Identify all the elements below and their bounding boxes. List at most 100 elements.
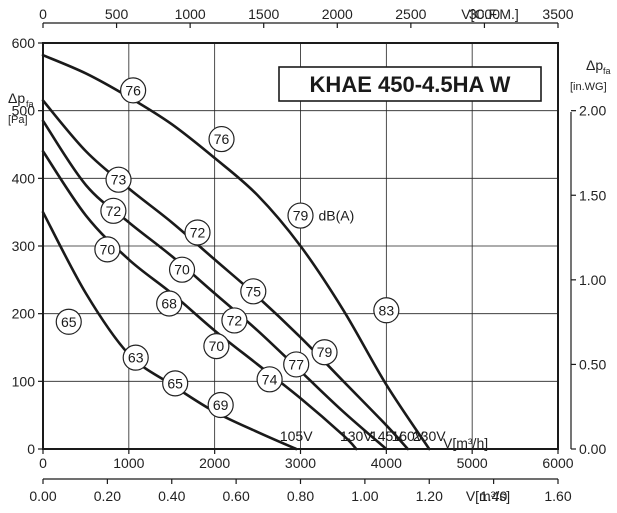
- sound-marker: [162, 370, 189, 397]
- sound-marker: [55, 308, 82, 335]
- y-left-tick-label: 300: [12, 238, 36, 254]
- sound-marker-label: 65: [167, 375, 183, 391]
- x-top-unit-label: V[C.F.M.]: [461, 6, 519, 22]
- series-line-230V: [41, 53, 431, 451]
- y-left-tick-label: 0: [27, 441, 35, 457]
- series-label: 160V: [391, 428, 424, 444]
- model-title-box: [278, 66, 542, 102]
- series-label: 230V: [413, 428, 446, 444]
- y-right-unit: [in.WG]: [570, 81, 607, 93]
- sound-marker: [203, 333, 230, 360]
- x-top-tick-label: 2500: [395, 6, 426, 22]
- y-right-tick-label: 0.00: [579, 441, 606, 457]
- sound-marker-label: 69: [213, 397, 229, 413]
- x-bottom-unit-label: V[m³/h]: [443, 435, 488, 451]
- sound-marker-label: 65: [61, 314, 77, 330]
- y-left-tick-label: 400: [12, 170, 36, 186]
- sound-marker-label: 75: [246, 283, 262, 299]
- sound-marker: [240, 278, 267, 305]
- sound-marker: [120, 77, 147, 104]
- x-top-tick-label: 2000: [322, 6, 353, 22]
- x-second-tick-label: 1.40: [480, 488, 507, 504]
- sound-marker-label: 68: [161, 296, 177, 312]
- sound-marker-label: 72: [227, 312, 243, 328]
- y-right-tick-label: 2.00: [579, 103, 606, 119]
- y-left-tick-label: 200: [12, 306, 36, 322]
- sound-marker-label: 79: [317, 344, 333, 360]
- sound-marker-label: 72: [106, 203, 122, 219]
- series-label: 130V: [340, 428, 373, 444]
- x-bottom-tick-label: 4000: [371, 455, 402, 471]
- y-left-tick-label: 500: [12, 103, 36, 119]
- series-label: 145V: [370, 428, 403, 444]
- sound-marker: [94, 236, 121, 263]
- sound-marker: [105, 166, 132, 193]
- x-top-tick-label: 3000: [469, 6, 500, 22]
- sound-marker: [256, 366, 283, 393]
- sound-marker: [373, 297, 400, 324]
- x-top-tick-label: 1000: [175, 6, 206, 22]
- sound-marker-label: 77: [288, 356, 304, 372]
- x-top-tick-label: 0: [39, 6, 47, 22]
- sound-marker-label: 83: [379, 302, 395, 318]
- series-line-145V: [41, 119, 388, 451]
- sound-marker: [221, 307, 248, 334]
- x-second-tick-label: 1.00: [351, 488, 378, 504]
- x-second-tick-label: 0.00: [29, 488, 56, 504]
- sound-unit-label: dB(A): [319, 208, 355, 224]
- chart-title: KHAE 450-4.5HA W: [310, 72, 511, 97]
- y-left-unit: [Pa]: [8, 114, 28, 126]
- sound-marker-label: 70: [174, 262, 190, 278]
- sound-marker-label: 70: [100, 241, 116, 257]
- sound-marker: [207, 391, 234, 419]
- sound-marker: [311, 339, 338, 366]
- x-second-tick-label: 1.60: [544, 488, 571, 504]
- sound-marker-label: 79: [293, 208, 309, 224]
- sound-marker: [283, 351, 310, 378]
- x-top-tick-label: 500: [105, 6, 129, 22]
- y-left-title-sub: fa: [26, 99, 34, 109]
- series-line-160V: [41, 99, 410, 451]
- x-top-tick-label: 1500: [248, 6, 279, 22]
- sound-marker-label: 76: [214, 131, 230, 147]
- sound-marker: [100, 197, 127, 224]
- x-bottom-tick-label: 1000: [113, 455, 144, 471]
- x-second-tick-label: 0.80: [287, 488, 314, 504]
- x-second-tick-label: 0.40: [158, 488, 185, 504]
- sound-marker: [184, 219, 211, 246]
- y-right-title-main: Δp: [586, 57, 603, 73]
- x-second-tick-label: 0.20: [94, 488, 121, 504]
- x-bottom-tick-label: 6000: [542, 455, 573, 471]
- sound-marker: [287, 202, 314, 229]
- x-bottom-tick-label: 3000: [285, 455, 316, 471]
- sound-marker: [122, 344, 149, 371]
- sound-marker-label: 73: [111, 172, 127, 188]
- x-bottom-tick-label: 5000: [457, 455, 488, 471]
- x-bottom-tick-label: 0: [39, 455, 47, 471]
- y-right-tick-label: 1.00: [579, 272, 606, 288]
- sound-marker-label: 70: [209, 338, 225, 354]
- y-right-tick-label: 0.50: [579, 356, 606, 372]
- y-left-tick-label: 100: [12, 373, 36, 389]
- series-label: 105V: [280, 428, 313, 444]
- y-left-title-main: Δp: [8, 90, 25, 106]
- y-left-tick-label: 600: [12, 35, 36, 51]
- x-second-tick-label: 1.20: [416, 488, 443, 504]
- sound-marker-label: 76: [125, 82, 141, 98]
- sound-marker-label: 63: [128, 350, 144, 366]
- sound-marker: [168, 256, 196, 283]
- sound-marker: [208, 125, 235, 153]
- series-line-130V: [41, 149, 358, 451]
- sound-marker-label: 74: [262, 371, 278, 387]
- sound-marker-label: 72: [190, 224, 206, 240]
- x-top-tick-label: 3500: [542, 6, 573, 22]
- x-bottom-tick-label: 2000: [199, 455, 230, 471]
- sound-marker: [156, 290, 183, 317]
- y-right-tick-label: 1.50: [579, 187, 606, 203]
- y-right-title-sub: fa: [603, 66, 611, 76]
- x-second-tick-label: 0.60: [223, 488, 250, 504]
